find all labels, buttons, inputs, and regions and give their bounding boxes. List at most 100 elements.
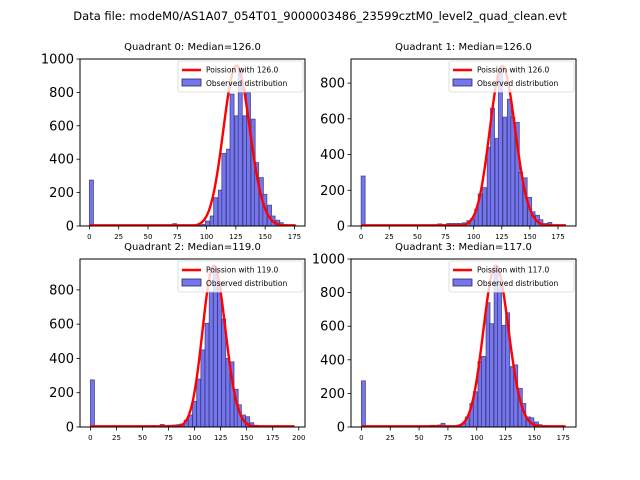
x-tick-label: 100 <box>467 233 480 241</box>
legend-bar-label: Observed distribution <box>206 279 287 288</box>
histogram-bar <box>208 291 214 427</box>
axes-frame <box>79 258 306 428</box>
y-tick-label: 800 <box>320 286 345 301</box>
x-tick-label: 50 <box>413 233 422 241</box>
subplot-quadrant-0: Quadrant 0: Median=126.0 0 200 400 600 800 100… <box>41 42 306 241</box>
legend-bar-swatch <box>452 78 473 87</box>
legend-bar-swatch <box>181 278 202 287</box>
legend-box <box>177 60 304 93</box>
histogram-bar <box>217 280 222 427</box>
legend-line-label: Poission with 119.0 <box>206 266 279 275</box>
histogram-bar <box>229 93 235 226</box>
y-tick-label: 800 <box>320 77 345 92</box>
legend: Poission with 117.0 Observed distribution <box>448 260 575 293</box>
x-tick-label: 0 <box>359 233 363 241</box>
legend: Poission with 126.0 Observed distribution <box>177 60 304 93</box>
legend-box <box>177 260 304 293</box>
y-tick-label: 400 <box>320 353 345 368</box>
histogram-bar <box>497 283 502 427</box>
figure-suptitle: Data file: modeM0/AS1A07_054T01_90000034… <box>73 9 567 23</box>
histogram-bar <box>200 349 206 427</box>
y-tick-label: 0 <box>337 220 345 235</box>
subplot-title: Quadrant 3: Median=117.0 <box>395 242 532 253</box>
histogram-bars <box>90 268 271 427</box>
histogram-bar <box>192 400 197 427</box>
histogram-bar <box>213 197 219 226</box>
subplot-quadrant-3: Quadrant 3: Median=117.0 0 200 400 600 800 100… <box>312 242 577 442</box>
histogram-bar <box>497 68 503 226</box>
histogram-bar <box>489 323 494 427</box>
y-tick-label: 200 <box>49 386 74 401</box>
legend-bar-label: Observed distribution <box>477 279 558 288</box>
histogram-bar <box>480 356 486 427</box>
histogram-bar <box>360 380 366 427</box>
histogram-bar <box>221 152 227 226</box>
x-tick-label: 175 <box>551 233 564 241</box>
poisson-curve <box>361 264 566 427</box>
legend-box <box>448 260 575 293</box>
legend-box <box>448 60 575 93</box>
legend-bar-swatch <box>181 78 202 87</box>
x-tick-label: 150 <box>258 233 271 241</box>
y-tick-label: 800 <box>49 86 74 101</box>
histogram-bar <box>505 312 511 427</box>
y-tick-label: 600 <box>49 318 74 333</box>
x-tick-label: 125 <box>229 233 242 241</box>
subplot-title: Quadrant 1: Median=126.0 <box>395 42 532 53</box>
legend-line-label: Poission with 126.0 <box>477 66 550 75</box>
x-tick-label: 25 <box>386 434 395 442</box>
histogram-bar <box>204 322 210 427</box>
x-tick-label: 125 <box>499 434 512 442</box>
legend-bar-label: Observed distribution <box>206 79 287 88</box>
histogram-bar <box>360 175 366 226</box>
histogram-bar <box>482 187 488 226</box>
x-tick-label: 150 <box>240 434 253 442</box>
legend: Poission with 119.0 Observed distribution <box>177 260 304 293</box>
x-tick-label: 150 <box>523 233 536 241</box>
histogram-bar <box>212 268 218 427</box>
axes-frame <box>79 58 306 227</box>
x-tick-label: 0 <box>87 233 91 241</box>
x-tick-label: 175 <box>557 434 570 442</box>
x-tick-label: 25 <box>112 434 121 442</box>
poisson-curve <box>89 64 296 226</box>
histogram-bar <box>246 92 251 226</box>
x-tick-label: 100 <box>188 434 201 442</box>
y-tick-label: 600 <box>320 320 345 335</box>
y-tick-label: 200 <box>49 186 74 201</box>
x-tick-label: 50 <box>138 434 147 442</box>
x-tick-label: 175 <box>266 434 279 442</box>
histogram-bar <box>88 179 94 226</box>
x-tick-label: 75 <box>441 233 450 241</box>
histogram-bar <box>204 220 210 226</box>
y-tick-label: 1000 <box>41 53 74 68</box>
x-tick-label: 125 <box>214 434 227 442</box>
legend-bar-swatch <box>452 278 473 287</box>
subplot-quadrant-1: Quadrant 1: Median=126.0 0 200 400 600 800 0 25… <box>320 42 577 241</box>
legend-bar-label: Observed distribution <box>477 79 558 88</box>
poisson-curve <box>361 64 566 226</box>
y-tick-label: 600 <box>320 112 345 127</box>
y-tick-label: 1000 <box>312 253 345 268</box>
axes-frame <box>350 258 577 428</box>
x-tick-label: 75 <box>173 233 182 241</box>
x-tick-label: 50 <box>415 434 424 442</box>
y-tick-label: 0 <box>66 421 74 436</box>
histogram-bar <box>196 378 202 427</box>
x-tick-label: 100 <box>470 434 483 442</box>
subplot-quadrant-2: Quadrant 2: Median=119.0 0 200 400 600 800 0 25… <box>49 242 306 442</box>
y-tick-label: 200 <box>320 387 345 402</box>
y-tick-label: 400 <box>320 148 345 163</box>
axes-frame <box>350 58 577 227</box>
y-tick-label: 0 <box>337 421 345 436</box>
legend-line-label: Poission with 117.0 <box>477 266 550 275</box>
x-tick-label: 125 <box>495 233 508 241</box>
y-tick-label: 0 <box>66 220 74 235</box>
x-tick-label: 150 <box>528 434 541 442</box>
legend-line-label: Poission with 126.0 <box>206 66 279 75</box>
x-tick-label: 0 <box>88 434 92 442</box>
x-tick-label: 0 <box>359 434 363 442</box>
y-tick-label: 200 <box>320 184 345 199</box>
x-tick-label: 175 <box>288 233 301 241</box>
